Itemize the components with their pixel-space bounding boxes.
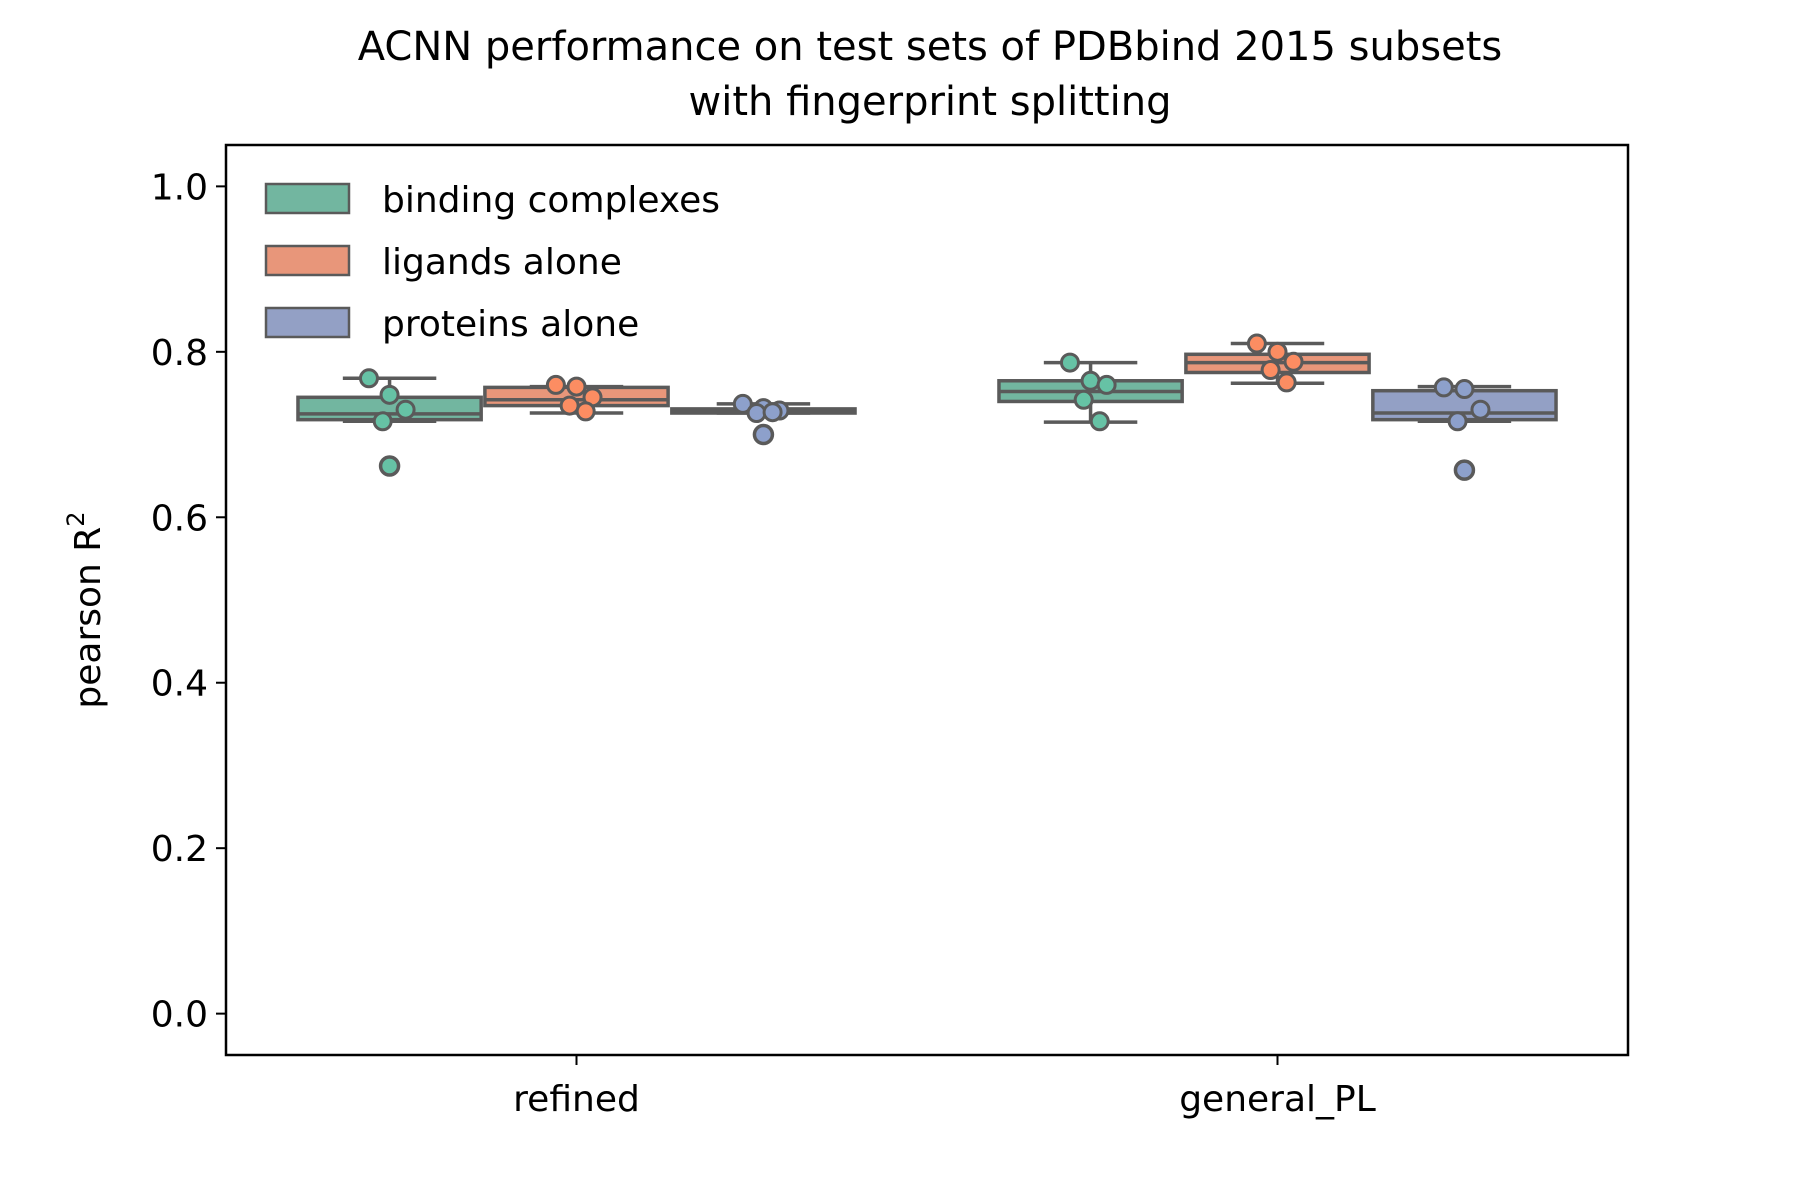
y-tick-label: 0.4 [151, 664, 208, 705]
y-tick-label: 0.6 [151, 498, 208, 539]
data-point [762, 402, 783, 423]
legend-swatch [264, 306, 351, 339]
data-point [1283, 351, 1304, 372]
data-point [1080, 370, 1101, 391]
legend-swatch [264, 182, 351, 215]
x-tick-label: refined [513, 1079, 640, 1120]
data-point [358, 368, 379, 389]
data-point [372, 411, 393, 432]
chart-title-line-1: ACNN performance on test sets of PDBbind… [358, 24, 1502, 70]
data-point [1096, 374, 1117, 395]
data-point [1447, 411, 1468, 432]
legend: binding complexes ligands alone proteins a… [264, 180, 720, 345]
data-point [1246, 333, 1267, 354]
outlier-point [1453, 459, 1476, 481]
y-tick-label: 0.2 [151, 829, 208, 870]
x-tick-label: general_PL [1179, 1079, 1376, 1120]
y-tick-label: 0.8 [151, 333, 208, 374]
x-axis: refined general_PL [513, 1055, 1376, 1120]
box-general_PL-2 [1371, 377, 1558, 481]
data-point [395, 399, 416, 420]
data-point [1260, 360, 1281, 381]
y-axis-label: pearson R2 [62, 511, 109, 708]
data-point [379, 384, 400, 405]
legend-swatch [264, 244, 351, 277]
data-point [545, 374, 566, 395]
data-point [1073, 389, 1094, 410]
data-point [732, 393, 753, 414]
data-point [1454, 379, 1475, 400]
data-point [559, 395, 580, 416]
data-point [1267, 341, 1288, 362]
data-point [1470, 399, 1491, 420]
y-axis-label-text: pearson R [68, 527, 109, 709]
y-axis-label-superscript: 2 [62, 511, 90, 526]
data-point [1433, 377, 1454, 398]
legend-label: binding complexes [382, 180, 720, 221]
outlier-point [378, 455, 401, 477]
outlier-point [752, 423, 775, 446]
data-point [566, 376, 587, 397]
box-general_PL-1 [1184, 333, 1371, 393]
legend-label: ligands alone [382, 242, 622, 283]
y-axis: 0.0 0.2 0.4 0.6 0.8 1.0 [151, 167, 226, 1036]
data-point [1059, 352, 1080, 373]
y-tick-label: 0.0 [151, 995, 208, 1036]
data-point [1089, 411, 1110, 432]
axes-frame [224, 143, 1630, 1057]
box-refined-2 [670, 393, 857, 446]
data-point [746, 403, 767, 424]
box-refined-1 [483, 374, 670, 422]
y-tick-label: 1.0 [151, 167, 208, 208]
box-refined-0 [296, 368, 483, 477]
data-point [1276, 372, 1297, 393]
box-general_PL-0 [997, 352, 1184, 432]
legend-label: proteins alone [382, 304, 639, 345]
plot-area [296, 333, 1558, 481]
data-point [575, 401, 596, 422]
chart-title-line-2: with fingerprint splitting [689, 79, 1172, 125]
